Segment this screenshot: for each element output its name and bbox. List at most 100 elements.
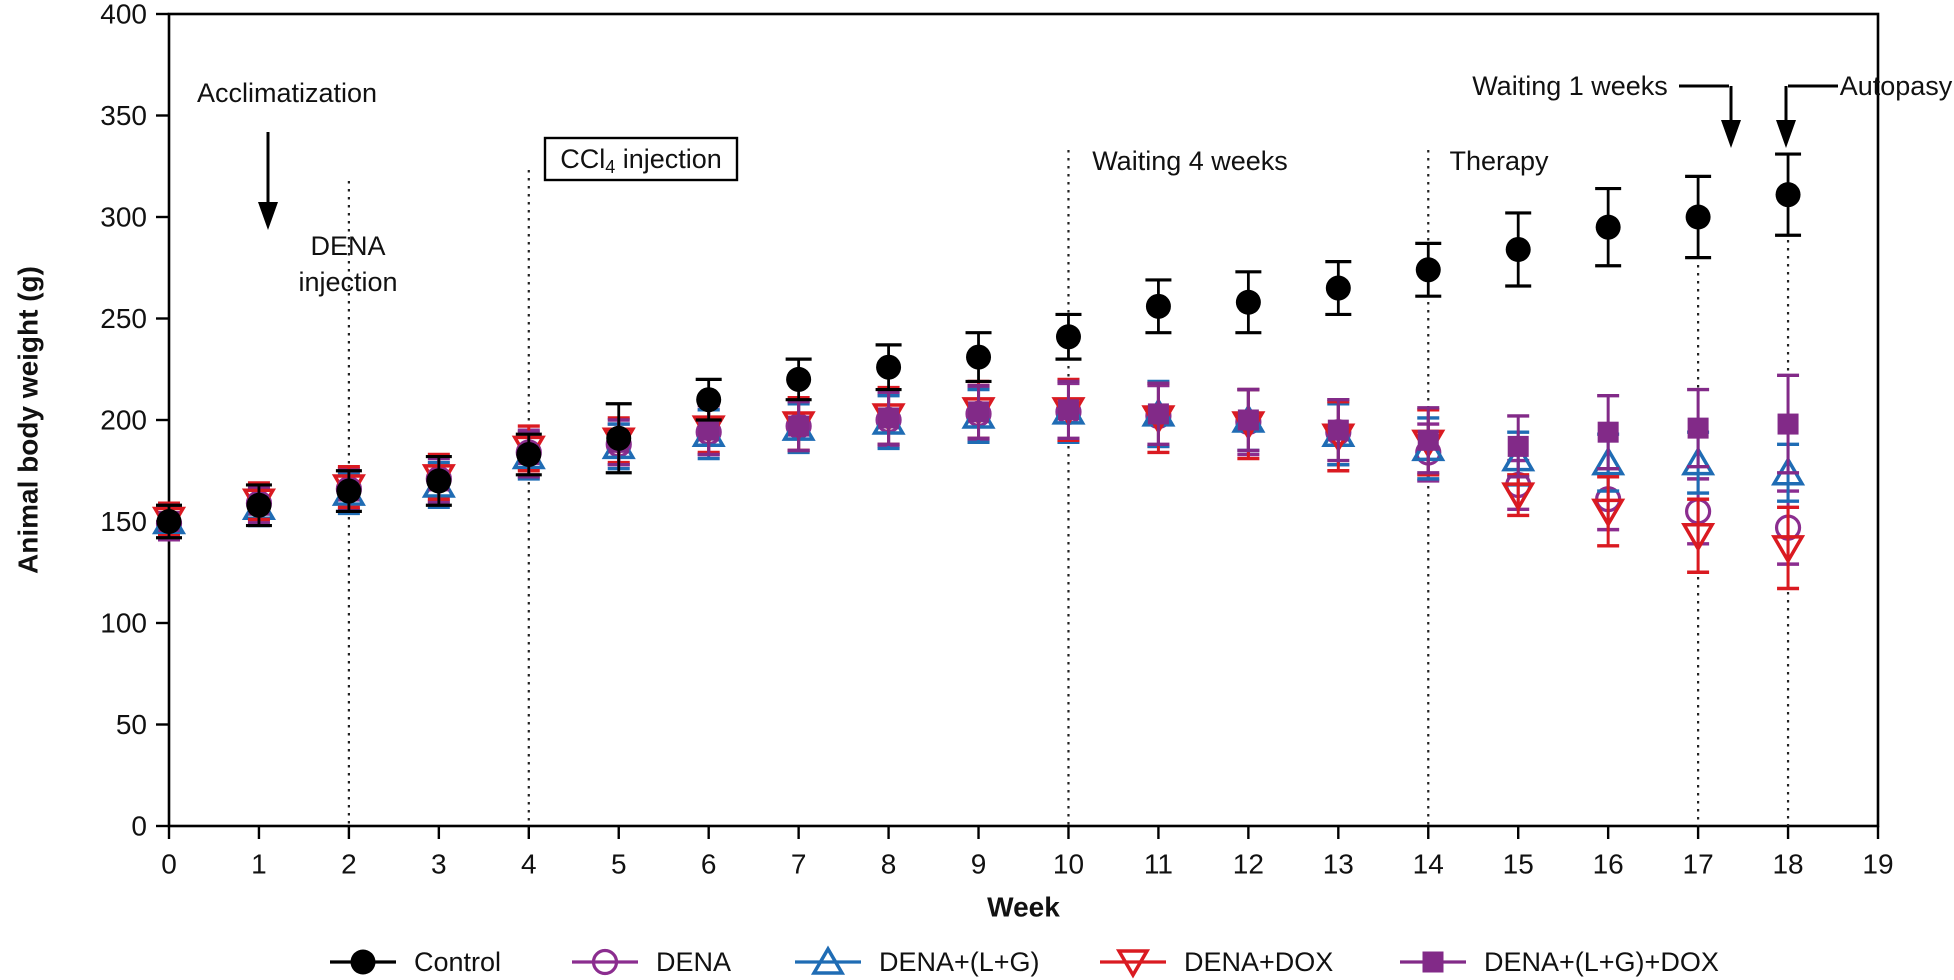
annotations: Acclimatization DENA injection CCl4 injecti…: [197, 71, 1953, 297]
x-tick-label: 16: [1593, 849, 1624, 880]
data-point-marker: [1417, 429, 1439, 451]
data-point-marker: [1057, 399, 1079, 421]
data-point-marker: [876, 354, 902, 380]
data-point-marker: [1771, 535, 1806, 565]
data-point-marker: [1147, 403, 1169, 425]
data-point-marker: [696, 387, 722, 413]
legend-item-dena: DENA: [572, 947, 731, 977]
legend-label: DENA+(L+G)+DOX: [1484, 947, 1719, 977]
y-tick-label: 200: [100, 405, 147, 436]
data-point-marker: [591, 948, 619, 976]
y-tick-label: 150: [100, 506, 147, 537]
plot-border: [167, 12, 1880, 828]
data-point-marker: [1591, 498, 1626, 528]
series-dena-l-g-dox: [158, 373, 1800, 540]
data-point-marker: [698, 419, 720, 441]
y-tick-label: 350: [100, 100, 147, 131]
data-point-marker: [1055, 324, 1081, 350]
dena-injection-label-line2: injection: [298, 267, 397, 297]
y-tick-label: 0: [131, 811, 147, 842]
data-point-marker: [350, 949, 376, 975]
x-tick-label: 17: [1683, 849, 1714, 880]
data-point-marker: [966, 344, 992, 370]
data-point-marker: [1237, 409, 1259, 431]
series-control: [156, 152, 1802, 540]
legend-item-control: Control: [330, 947, 501, 977]
waiting-1-weeks-label: Waiting 1 weeks: [1472, 71, 1668, 101]
legend-label: DENA: [656, 947, 731, 977]
x-tick-label: 6: [701, 849, 717, 880]
waiting-1-weeks-arrow-head: [1721, 120, 1741, 148]
axes: 0 1 2 3 4 5 6 7 8 9 10 11 12 13 14 15 16 17 18 190501001502…: [13, 0, 1894, 923]
data-point-marker: [1687, 417, 1709, 439]
x-tick-label: 18: [1772, 849, 1803, 880]
data-point-marker: [426, 468, 452, 494]
legend-label: Control: [414, 947, 501, 977]
data-point-marker: [968, 401, 990, 423]
x-tick-label: 11: [1144, 849, 1173, 880]
legend-item-dena-l-g-: DENA+(L+G): [795, 945, 1040, 977]
data-point-marker: [606, 425, 632, 451]
ccl4-injection-label: CCl4 injection: [560, 144, 722, 177]
legend-item-dena-dox: DENA+DOX: [1100, 947, 1333, 979]
data-point-marker: [1235, 289, 1261, 315]
y-tick-label: 300: [100, 202, 147, 233]
ccl4-injection-box: [543, 136, 739, 182]
data-point-marker: [1777, 413, 1799, 435]
data-point-marker: [1501, 482, 1536, 512]
legend-item-dena-l-g-dox: DENA+(L+G)+DOX: [1400, 947, 1719, 977]
y-tick-label: 250: [100, 303, 147, 334]
data-point-marker: [1115, 949, 1151, 979]
data-point-marker: [336, 478, 362, 504]
x-tick-label: 14: [1413, 849, 1444, 880]
legend-label: DENA+(L+G): [879, 947, 1040, 977]
x-tick-label: 2: [341, 849, 357, 880]
legend: Control DENA DENA+(L+G) DENA+DOX DENA+(L+G)+…: [330, 945, 1719, 979]
data-point-marker: [1415, 257, 1441, 283]
data-point-marker: [156, 509, 182, 534]
x-tick-label: 1: [251, 849, 267, 880]
x-tick-label: 5: [611, 849, 627, 880]
y-tick-label: 400: [100, 0, 147, 30]
data-point-marker: [788, 415, 810, 437]
x-tick-label: 15: [1503, 849, 1534, 880]
dena-injection-label-line1: DENA: [310, 231, 385, 261]
x-tick-label: 0: [161, 849, 177, 880]
data-point-marker: [1685, 204, 1711, 230]
x-tick-label: 8: [881, 849, 897, 880]
waiting-4-weeks-label: Waiting 4 weeks: [1092, 146, 1288, 176]
legend-label: DENA+DOX: [1184, 947, 1333, 977]
x-tick-label: 9: [971, 849, 987, 880]
data-point-marker: [1775, 182, 1801, 208]
y-axis-title: Animal body weight (g): [13, 266, 44, 574]
data-point-marker: [1325, 275, 1351, 301]
data-point-marker: [1681, 446, 1716, 476]
therapy-label: Therapy: [1449, 146, 1549, 176]
data-point-marker: [1595, 214, 1621, 240]
y-tick-label: 100: [100, 608, 147, 639]
event-lines: [347, 150, 1790, 826]
x-tick-label: 13: [1323, 849, 1354, 880]
x-tick-label: 3: [431, 849, 447, 880]
data-point-marker: [786, 366, 812, 392]
data-point-marker: [246, 492, 272, 518]
acclimatization-arrow-head: [258, 202, 278, 230]
data-point-marker: [878, 407, 900, 429]
autopasy-arrow-head: [1776, 120, 1796, 148]
data-point-marker: [1505, 236, 1531, 262]
acclimatization-label: Acclimatization: [197, 78, 377, 108]
x-tick-label: 7: [791, 849, 807, 880]
data-point-marker: [516, 442, 542, 468]
data-point-marker: [810, 945, 846, 975]
autopasy-label: Autopasy: [1840, 71, 1953, 101]
plot-frame: [167, 12, 1880, 828]
data-point-marker: [1597, 421, 1619, 443]
data-point-marker: [1145, 293, 1171, 319]
x-axis-title: Week: [987, 892, 1060, 923]
data-point-marker: [1507, 435, 1529, 457]
data-point-marker: [1327, 419, 1349, 441]
x-tick-label: 12: [1233, 849, 1264, 880]
data-point-marker: [1681, 522, 1716, 553]
